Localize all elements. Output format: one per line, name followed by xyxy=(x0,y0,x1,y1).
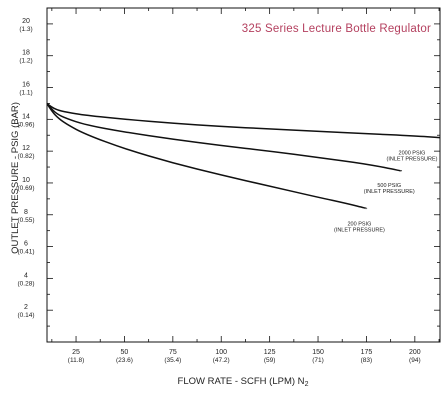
y-tick-sublabel: (1.3) xyxy=(19,26,32,33)
y-tick-label: 2 xyxy=(24,304,28,311)
y-tick-label: 6 xyxy=(24,241,28,248)
x-tick-label: 100 xyxy=(215,349,227,356)
y-tick-label: 20 xyxy=(22,18,30,25)
series-line xyxy=(46,102,441,139)
x-tick-label: 50 xyxy=(121,349,129,356)
y-tick-label: 18 xyxy=(22,50,30,57)
series-label-sub: (INLET PRESSURE) xyxy=(334,227,385,233)
y-tick-sublabel: (0.55) xyxy=(18,217,35,224)
series-line xyxy=(46,103,368,210)
y-tick-label: 14 xyxy=(22,113,30,120)
y-tick-sublabel: (0.41) xyxy=(18,249,35,256)
y-tick-label: 10 xyxy=(22,177,30,184)
x-axis-title: FLOW RATE - SCFH (LPM) N2 xyxy=(178,376,309,388)
x-tick-label: 175 xyxy=(361,349,373,356)
y-tick-sublabel: (0.28) xyxy=(18,280,35,287)
x-tick-label: 125 xyxy=(264,349,276,356)
plot-frame xyxy=(46,7,441,343)
x-tick-label: 200 xyxy=(409,349,421,356)
x-tick-label: 25 xyxy=(72,349,80,356)
y-tick-sublabel: (0.69) xyxy=(18,185,35,192)
series-label: 2000 PSIG xyxy=(399,151,426,157)
series-label-sub: (INLET PRESSURE) xyxy=(387,157,438,163)
y-axis-title: OUTLET PRESSURE - PSIG (BAR) xyxy=(10,102,21,254)
chart-title: 325 Series Lecture Bottle Regulator xyxy=(242,23,431,35)
y-tick-sublabel: (0.14) xyxy=(18,312,35,319)
y-tick-sublabel: (1.1) xyxy=(19,90,32,97)
x-tick-sublabel: (11.8) xyxy=(68,357,85,364)
y-tick-sublabel: (0.82) xyxy=(18,153,35,160)
x-axis-title-subscript: 2 xyxy=(305,381,309,388)
series-label-sub: (INLET PRESSURE) xyxy=(364,189,415,195)
x-axis-title-main: FLOW RATE - SCFH (LPM) N xyxy=(178,376,305,387)
x-tick-sublabel: (94) xyxy=(409,357,421,364)
x-tick-label: 75 xyxy=(169,349,177,356)
series-label: 500 PSIG xyxy=(377,183,401,189)
series-label: 200 PSIG xyxy=(348,221,372,227)
y-tick-label: 4 xyxy=(24,272,28,279)
x-tick-label: 150 xyxy=(312,349,324,356)
x-tick-sublabel: (35.4) xyxy=(164,357,181,364)
y-tick-label: 8 xyxy=(24,209,28,216)
series-line xyxy=(46,102,403,172)
y-tick-sublabel: (0.96) xyxy=(18,121,35,128)
x-tick-sublabel: (47.2) xyxy=(213,357,230,364)
x-tick-sublabel: (71) xyxy=(312,357,324,364)
x-tick-sublabel: (83) xyxy=(361,357,373,364)
y-tick-sublabel: (1.2) xyxy=(19,58,32,65)
y-tick-label: 16 xyxy=(22,82,30,89)
x-tick-sublabel: (59) xyxy=(264,357,276,364)
y-tick-label: 12 xyxy=(22,145,30,152)
x-tick-sublabel: (23.6) xyxy=(116,357,133,364)
